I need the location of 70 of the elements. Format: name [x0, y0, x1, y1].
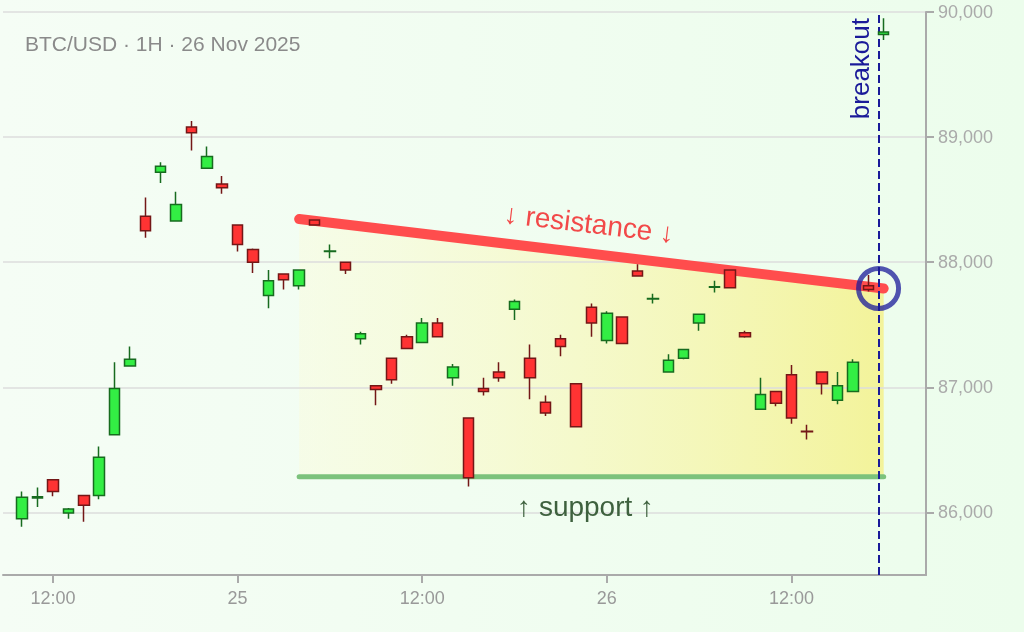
candlestick — [585, 302, 598, 338]
candlestick — [139, 196, 152, 239]
candlestick — [31, 486, 44, 508]
candlestick — [785, 364, 798, 425]
candlestick — [154, 161, 167, 184]
ref-line-label: breakout — [844, 17, 875, 120]
candlestick — [400, 333, 414, 350]
candlestick — [123, 345, 137, 367]
candlestick — [615, 316, 629, 345]
candlestick — [631, 263, 644, 277]
annotation: ↓ resistance ↓ — [502, 197, 676, 249]
candlestick — [692, 313, 706, 332]
candlestick — [15, 490, 29, 528]
candlestick — [462, 417, 475, 488]
candlestick — [277, 273, 290, 291]
x-tick-label: 12:00 — [30, 588, 76, 608]
candlestick — [523, 343, 537, 401]
candlestick — [108, 361, 121, 436]
candlestick — [662, 353, 675, 373]
candlestick — [600, 310, 614, 345]
y-tick-label: 86,000 — [938, 502, 994, 523]
candlestick — [292, 269, 306, 291]
x-tick-label: 12:00 — [399, 588, 445, 608]
candlestick — [554, 333, 567, 358]
candlestick — [862, 274, 875, 293]
x-tick-label: 25 — [227, 588, 248, 608]
candlestick — [677, 348, 690, 360]
candlestick — [415, 317, 429, 344]
candlestick — [92, 445, 106, 501]
candlestick — [185, 120, 198, 152]
candlestick — [169, 190, 183, 222]
candlestick — [708, 280, 721, 294]
candlestick — [477, 377, 490, 397]
candlestick — [246, 247, 260, 274]
candlestick — [492, 361, 506, 383]
candlestick — [569, 382, 583, 428]
y-tick-label: 90,000 — [938, 2, 994, 22]
candlestick — [508, 298, 521, 321]
x-tick-label: 12:00 — [768, 588, 814, 608]
candlestick — [354, 331, 367, 346]
candlestick — [77, 494, 91, 523]
text: BTC/USD · 1H · 26 Nov 2025 — [25, 32, 301, 55]
candlestick — [339, 261, 352, 275]
x-tick-label: 26 — [596, 588, 617, 608]
candlestick — [369, 384, 383, 406]
candlestick — [215, 175, 229, 195]
candlestick — [846, 358, 860, 393]
candlestick — [754, 377, 767, 410]
candlestick — [231, 224, 244, 253]
candlestick — [431, 317, 444, 338]
candlestick — [46, 478, 60, 498]
candlestick — [308, 219, 321, 226]
candlestick — [646, 292, 660, 305]
candlestick — [385, 357, 398, 385]
candlestick — [200, 145, 214, 169]
candlestick — [62, 507, 75, 520]
candlestick — [539, 394, 552, 417]
candlestick — [831, 371, 844, 405]
candlestick — [446, 363, 460, 387]
annotation: ↑ support ↑ — [517, 491, 655, 523]
y-tick-label: 88,000 — [938, 252, 994, 273]
candlestick — [877, 17, 890, 41]
candlestick — [262, 269, 275, 310]
candlestick — [723, 269, 737, 289]
candlestick — [815, 371, 829, 396]
y-tick-label: 87,000 — [938, 377, 994, 398]
y-tick-label: 89,000 — [938, 127, 994, 148]
candlestick — [738, 330, 752, 339]
candlestick — [769, 390, 783, 407]
candlestick — [323, 243, 337, 260]
